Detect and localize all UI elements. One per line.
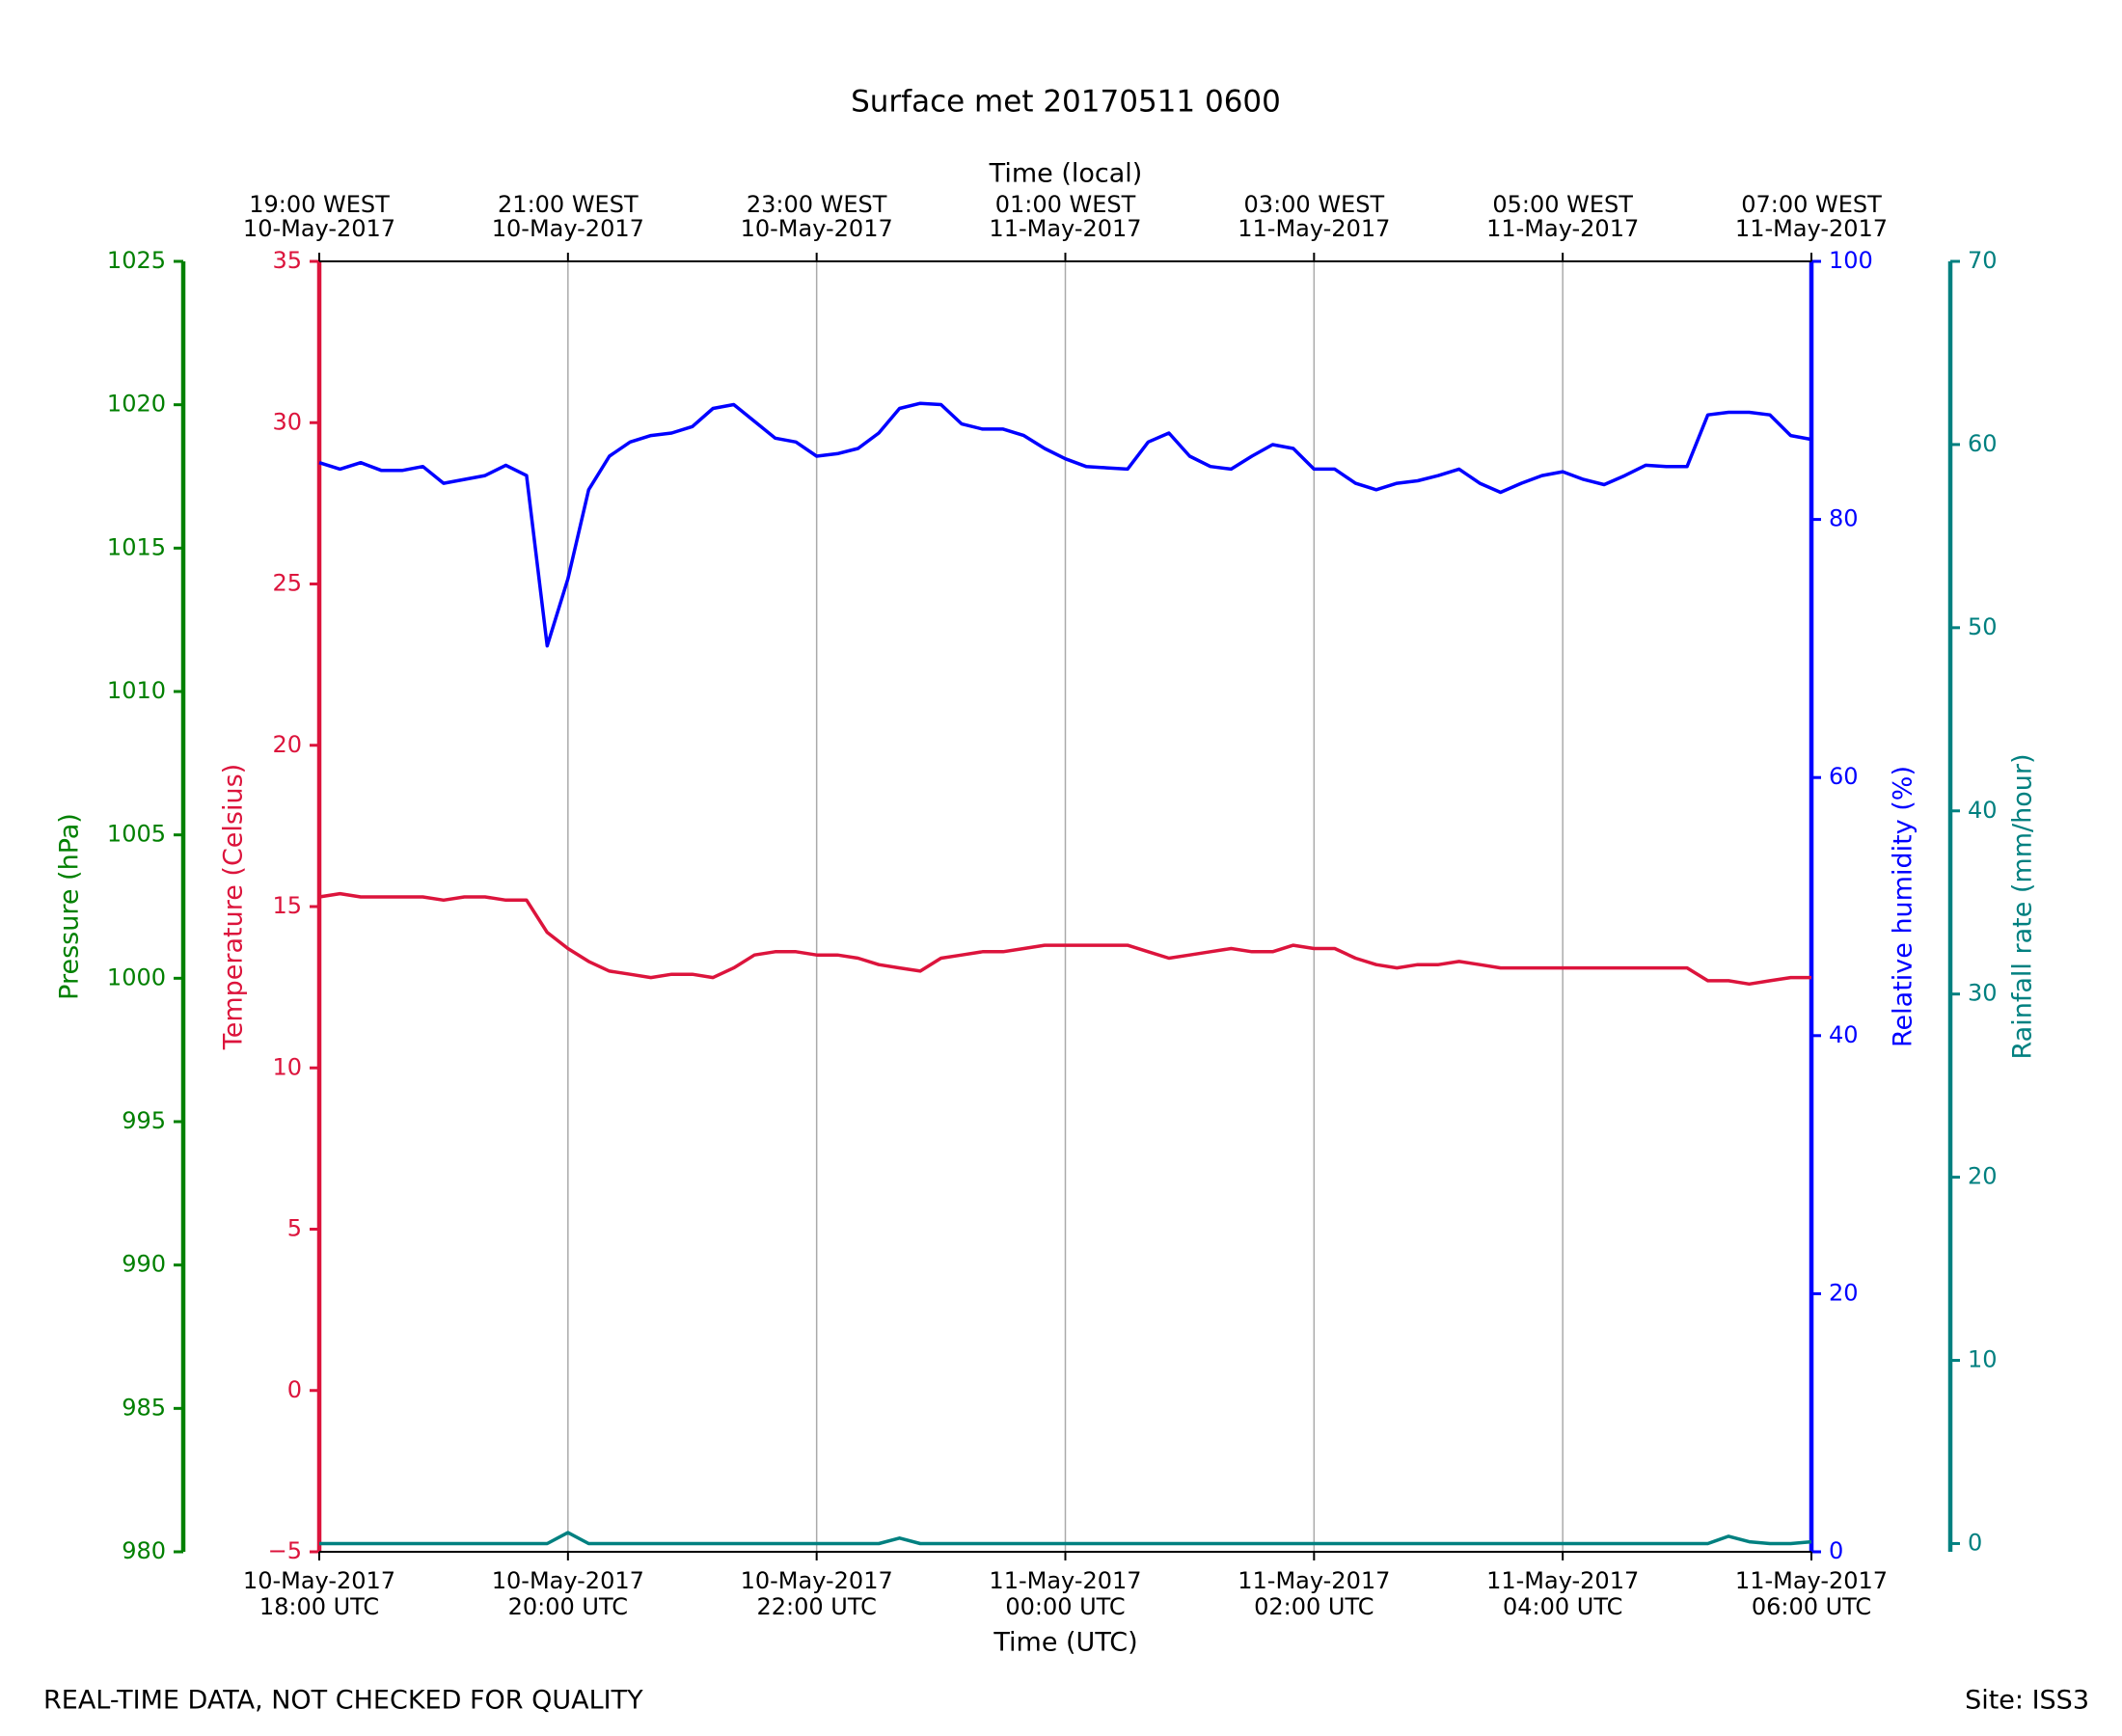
y-axis-label: Rainfall rate (mm/hour) <box>2008 754 2038 1060</box>
x-tick-label: 04:00 UTC <box>1503 1593 1622 1620</box>
y-tick-label: 70 <box>1968 247 1998 274</box>
y-tick-label: 1010 <box>107 677 166 704</box>
y-tick-label: 10 <box>1968 1346 1998 1373</box>
y-axis-label: Pressure (hPa) <box>55 813 85 1000</box>
site-label: Site: ISS3 <box>1965 1686 2089 1716</box>
data-line <box>318 401 1812 648</box>
x-tick-label: 23:00 WEST <box>747 191 887 218</box>
y-tick-label: 1025 <box>107 247 166 274</box>
x-tick-label: 10-May-2017 <box>741 1567 893 1594</box>
x-tick-label: 11-May-2017 <box>1735 215 1888 242</box>
x-tick-label: 19:00 WEST <box>249 191 390 218</box>
x-tick-label: 11-May-2017 <box>1238 215 1390 242</box>
footnote: REAL-TIME DATA, NOT CHECKED FOR QUALITY <box>43 1686 643 1716</box>
y-tick-label: 60 <box>1829 763 1859 790</box>
y-axis-label: Relative humidity (%) <box>1889 766 1918 1047</box>
y-tick-label: 80 <box>1829 505 1859 532</box>
y-tick-label: 5 <box>287 1215 302 1242</box>
x-tick-label: 11-May-2017 <box>1238 1567 1390 1594</box>
y-tick-label: 995 <box>122 1107 166 1134</box>
y-tick-label: 985 <box>122 1394 166 1421</box>
x-tick-label: 07:00 WEST <box>1741 191 1882 218</box>
x-tick-label: 11-May-2017 <box>1486 1567 1639 1594</box>
y-tick-label: 20 <box>1968 1163 1998 1190</box>
y-tick-label: 40 <box>1968 797 1998 824</box>
x-tick-label: 11-May-2017 <box>1735 1567 1888 1594</box>
y-tick-label: 25 <box>272 570 302 597</box>
x-tick-label: 03:00 WEST <box>1244 191 1385 218</box>
x-tick-label: 10-May-2017 <box>492 1567 644 1594</box>
y-tick-label: 990 <box>122 1251 166 1278</box>
x-tick-label: 00:00 UTC <box>1005 1593 1125 1620</box>
y-tick-label: 1005 <box>107 821 166 848</box>
x-tick-label: 21:00 WEST <box>498 191 639 218</box>
x-axis-label: Time (UTC) <box>993 1628 1137 1658</box>
data-line <box>318 891 1811 987</box>
y-tick-label: −5 <box>268 1537 302 1564</box>
y-tick-label: 0 <box>1829 1537 1843 1564</box>
x-tick-label: 20:00 UTC <box>508 1593 628 1620</box>
y-tick-label: 100 <box>1829 247 1873 274</box>
y-tick-label: 40 <box>1829 1021 1859 1048</box>
y-tick-label: 0 <box>1968 1529 1982 1556</box>
x-tick-label: 11-May-2017 <box>989 1567 1141 1594</box>
y-tick-label: 30 <box>272 408 302 435</box>
x-tick-label: 11-May-2017 <box>989 215 1141 242</box>
top-axis-label: Time (local) <box>989 159 1143 189</box>
y-tick-label: 35 <box>272 247 302 274</box>
y-tick-label: 0 <box>287 1376 302 1403</box>
y-tick-label: 980 <box>122 1537 166 1564</box>
x-tick-label: 10-May-2017 <box>243 215 395 242</box>
y-axis-label: Temperature (Celsius) <box>219 764 249 1050</box>
x-tick-label: 10-May-2017 <box>243 1567 395 1594</box>
x-tick-label: 02:00 UTC <box>1254 1593 1374 1620</box>
y-tick-label: 1020 <box>107 391 166 418</box>
x-tick-label: 22:00 UTC <box>756 1593 876 1620</box>
y-tick-label: 20 <box>1829 1279 1859 1306</box>
y-tick-label: 1015 <box>107 533 166 560</box>
chart-title: Surface met 20170511 0600 <box>851 85 1281 120</box>
y-tick-label: 20 <box>272 731 302 758</box>
y-tick-label: 60 <box>1968 430 1998 457</box>
x-tick-label: 18:00 UTC <box>259 1593 379 1620</box>
x-tick-label: 05:00 WEST <box>1492 191 1633 218</box>
y-tick-label: 30 <box>1968 980 1998 1007</box>
y-tick-label: 50 <box>1968 613 1998 640</box>
data-line <box>319 1531 1812 1546</box>
x-tick-label: 06:00 UTC <box>1752 1593 1871 1620</box>
y-tick-label: 1000 <box>107 963 166 990</box>
x-tick-label: 10-May-2017 <box>741 215 893 242</box>
y-tick-label: 15 <box>272 892 302 919</box>
x-tick-label: 01:00 WEST <box>995 191 1136 218</box>
x-tick-label: 10-May-2017 <box>492 215 644 242</box>
x-tick-label: 11-May-2017 <box>1486 215 1639 242</box>
y-tick-label: 10 <box>272 1053 302 1080</box>
